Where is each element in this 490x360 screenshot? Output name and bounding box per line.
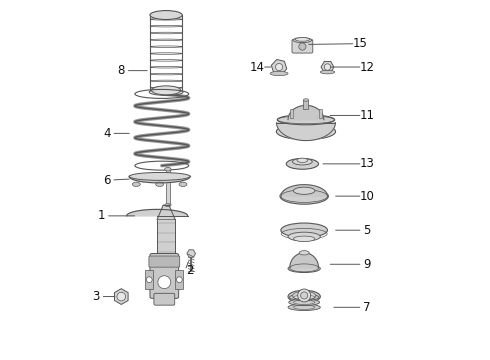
Ellipse shape [179, 182, 187, 186]
Circle shape [300, 292, 308, 299]
Text: 6: 6 [103, 174, 111, 186]
Polygon shape [281, 185, 327, 196]
Text: 8: 8 [118, 64, 125, 77]
Bar [157, 220, 175, 255]
Circle shape [176, 277, 182, 283]
Ellipse shape [289, 299, 319, 306]
Ellipse shape [299, 251, 309, 255]
FancyBboxPatch shape [149, 256, 180, 267]
Polygon shape [129, 176, 190, 183]
Ellipse shape [280, 188, 328, 204]
Ellipse shape [288, 265, 320, 273]
Ellipse shape [293, 38, 312, 42]
Ellipse shape [294, 187, 315, 194]
Polygon shape [290, 253, 318, 268]
Ellipse shape [151, 86, 181, 95]
Ellipse shape [165, 167, 171, 171]
Circle shape [275, 63, 283, 71]
Ellipse shape [277, 115, 335, 125]
Circle shape [299, 43, 306, 50]
Ellipse shape [294, 236, 315, 242]
Text: 4: 4 [103, 127, 111, 140]
Text: 14: 14 [250, 60, 265, 73]
Ellipse shape [293, 158, 312, 165]
Bar [318, 109, 322, 118]
Bar [175, 270, 183, 289]
FancyBboxPatch shape [150, 253, 179, 298]
Circle shape [298, 289, 311, 302]
Text: 13: 13 [360, 157, 374, 170]
Polygon shape [157, 205, 175, 220]
Bar [166, 169, 170, 205]
Ellipse shape [320, 70, 335, 74]
Ellipse shape [165, 204, 171, 207]
Circle shape [117, 292, 125, 301]
Text: 11: 11 [360, 109, 374, 122]
Text: 5: 5 [363, 224, 370, 237]
Ellipse shape [288, 290, 320, 303]
Bar [146, 270, 153, 289]
FancyBboxPatch shape [154, 293, 175, 305]
Text: 10: 10 [360, 190, 374, 203]
Ellipse shape [288, 304, 320, 311]
Ellipse shape [295, 38, 310, 41]
Bar [290, 109, 294, 118]
Circle shape [158, 276, 171, 289]
Text: 12: 12 [360, 60, 374, 73]
Text: 2: 2 [186, 264, 193, 277]
Text: 7: 7 [363, 301, 370, 314]
Ellipse shape [149, 89, 183, 95]
Text: 9: 9 [363, 258, 370, 271]
Circle shape [147, 277, 152, 283]
Ellipse shape [270, 71, 288, 76]
Ellipse shape [129, 172, 190, 180]
Polygon shape [276, 123, 335, 140]
Text: 3: 3 [93, 290, 100, 303]
Bar [303, 100, 309, 109]
Polygon shape [126, 210, 188, 216]
Ellipse shape [286, 158, 318, 169]
Ellipse shape [303, 99, 309, 101]
Ellipse shape [150, 10, 182, 19]
Ellipse shape [132, 182, 140, 186]
Text: 15: 15 [352, 37, 367, 50]
Ellipse shape [290, 294, 319, 301]
Circle shape [324, 64, 331, 70]
Ellipse shape [297, 158, 308, 162]
Polygon shape [288, 105, 324, 120]
Text: 1: 1 [98, 210, 105, 222]
Ellipse shape [288, 232, 320, 241]
Ellipse shape [281, 223, 327, 237]
Ellipse shape [156, 182, 164, 186]
Ellipse shape [276, 123, 336, 140]
FancyBboxPatch shape [292, 40, 313, 53]
Ellipse shape [293, 291, 316, 300]
